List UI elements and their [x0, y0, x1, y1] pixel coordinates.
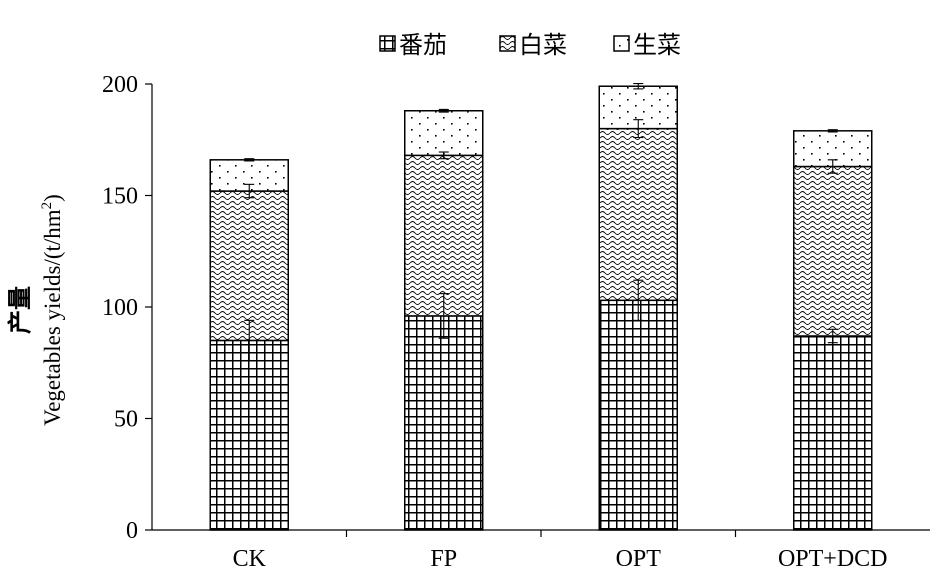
legend-item-0: 番茄	[379, 31, 447, 59]
x-tick-label-3: OPT+DCD	[778, 546, 888, 572]
error-bars	[244, 83, 838, 362]
bar-2-1	[404, 110, 484, 157]
legend-item-1: 白菜	[499, 31, 567, 59]
y-axis-title-en: Vegetables yields/(t/hm2)	[39, 194, 65, 426]
bar-0-1	[404, 315, 484, 531]
error-bar-2-0	[244, 158, 255, 162]
legend-swatch-2	[613, 35, 630, 52]
y-axis-title-cn: 产量	[5, 286, 34, 334]
y-axis-title-en-sup: 2	[39, 202, 55, 210]
x-tick-label-2: OPT	[616, 546, 662, 572]
y-axis-title-en-close: )	[40, 194, 65, 202]
x-tick-label-1: FP	[430, 546, 457, 572]
error-bar-0-3	[827, 328, 838, 344]
legend-swatch-1	[499, 35, 516, 52]
x-tick-label-0: CK	[233, 546, 267, 572]
error-bar-2-3	[827, 129, 838, 133]
y-tick-label-1: 50	[114, 407, 138, 433]
bars	[209, 85, 873, 531]
axes: 0 50 100 150 200 CK FP OPT OPT+DCD	[102, 72, 930, 572]
error-bar-0-0	[244, 319, 255, 362]
y-tick-label-4: 200	[102, 72, 138, 98]
legend: 番茄 白菜 生菜	[379, 31, 681, 59]
error-bar-0-2	[633, 279, 644, 321]
legend-label-1: 白菜	[519, 31, 567, 59]
bar-1-0	[209, 190, 289, 342]
bar-1-3	[793, 165, 873, 337]
error-bar-1-2	[633, 119, 644, 139]
legend-label-2: 生菜	[633, 31, 681, 59]
error-bar-1-1	[438, 151, 449, 160]
bar-1-2	[598, 127, 678, 302]
error-bar-1-0	[244, 183, 255, 199]
error-bar-2-2	[633, 83, 644, 90]
y-tick-label-3: 150	[102, 184, 138, 210]
y-axis-title: 产量 Vegetables yields/(t/hm2)	[5, 194, 65, 426]
bar-1-1	[404, 154, 484, 317]
legend-swatch-0	[379, 35, 396, 52]
legend-label-0: 番茄	[399, 31, 447, 59]
bar-0-2	[598, 299, 678, 531]
y-axis-title-en-main: Vegetables yields/(t/hm	[40, 209, 65, 426]
y-tick-label-0: 0	[126, 518, 138, 544]
legend-item-2: 生菜	[613, 31, 681, 59]
y-tick-label-2: 100	[102, 295, 138, 321]
error-bar-1-3	[827, 159, 838, 174]
bar-0-0	[209, 339, 289, 531]
error-bar-2-1	[438, 108, 449, 113]
error-bar-0-1	[438, 293, 449, 339]
bar-0-3	[793, 335, 873, 531]
